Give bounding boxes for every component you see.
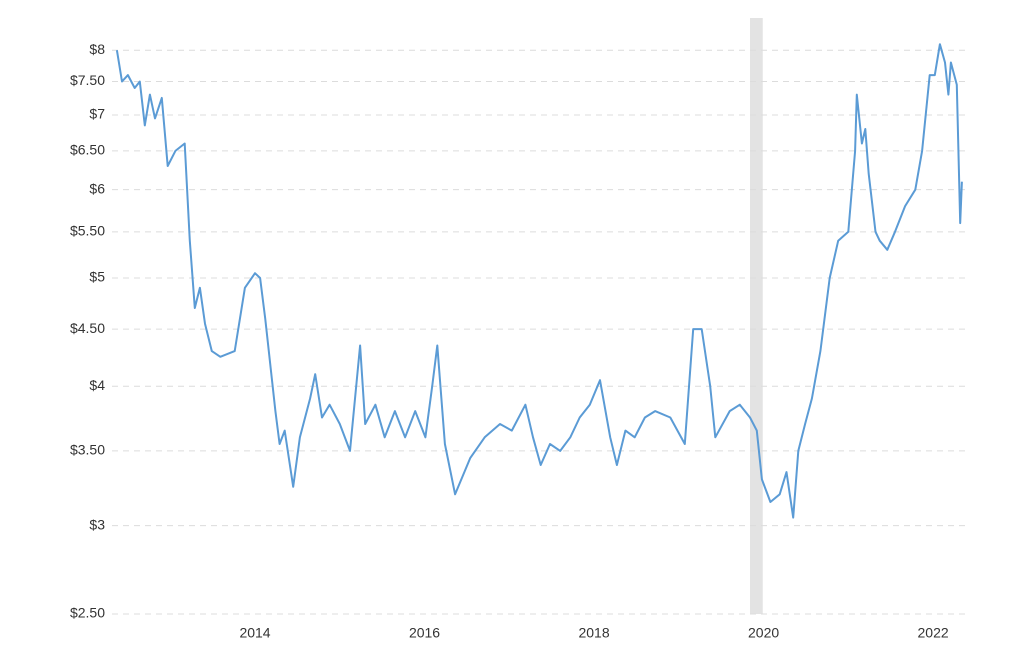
x-tick-label: 2018 [578,625,609,641]
y-tick-label: $7.50 [70,72,105,88]
x-tick-label: 2022 [918,625,949,641]
y-tick-label: $3.50 [70,442,105,458]
x-tick-label: 2014 [239,625,270,641]
y-tick-label: $6.50 [70,142,105,158]
recession-band [750,18,763,614]
y-tick-label: $5.50 [70,223,105,239]
y-tick-label: $4.50 [70,320,105,336]
x-tick-label: 2016 [409,625,440,641]
price-line [115,43,963,519]
y-tick-label: $2.50 [70,605,105,621]
y-tick-label: $5 [89,269,105,285]
y-tick-label: $3 [89,516,105,532]
x-tick-label: 2020 [748,625,779,641]
y-tick-label: $8 [89,41,105,57]
y-tick-label: $4 [89,377,105,393]
y-tick-label: $7 [89,106,105,122]
y-tick-label: $6 [89,180,105,196]
